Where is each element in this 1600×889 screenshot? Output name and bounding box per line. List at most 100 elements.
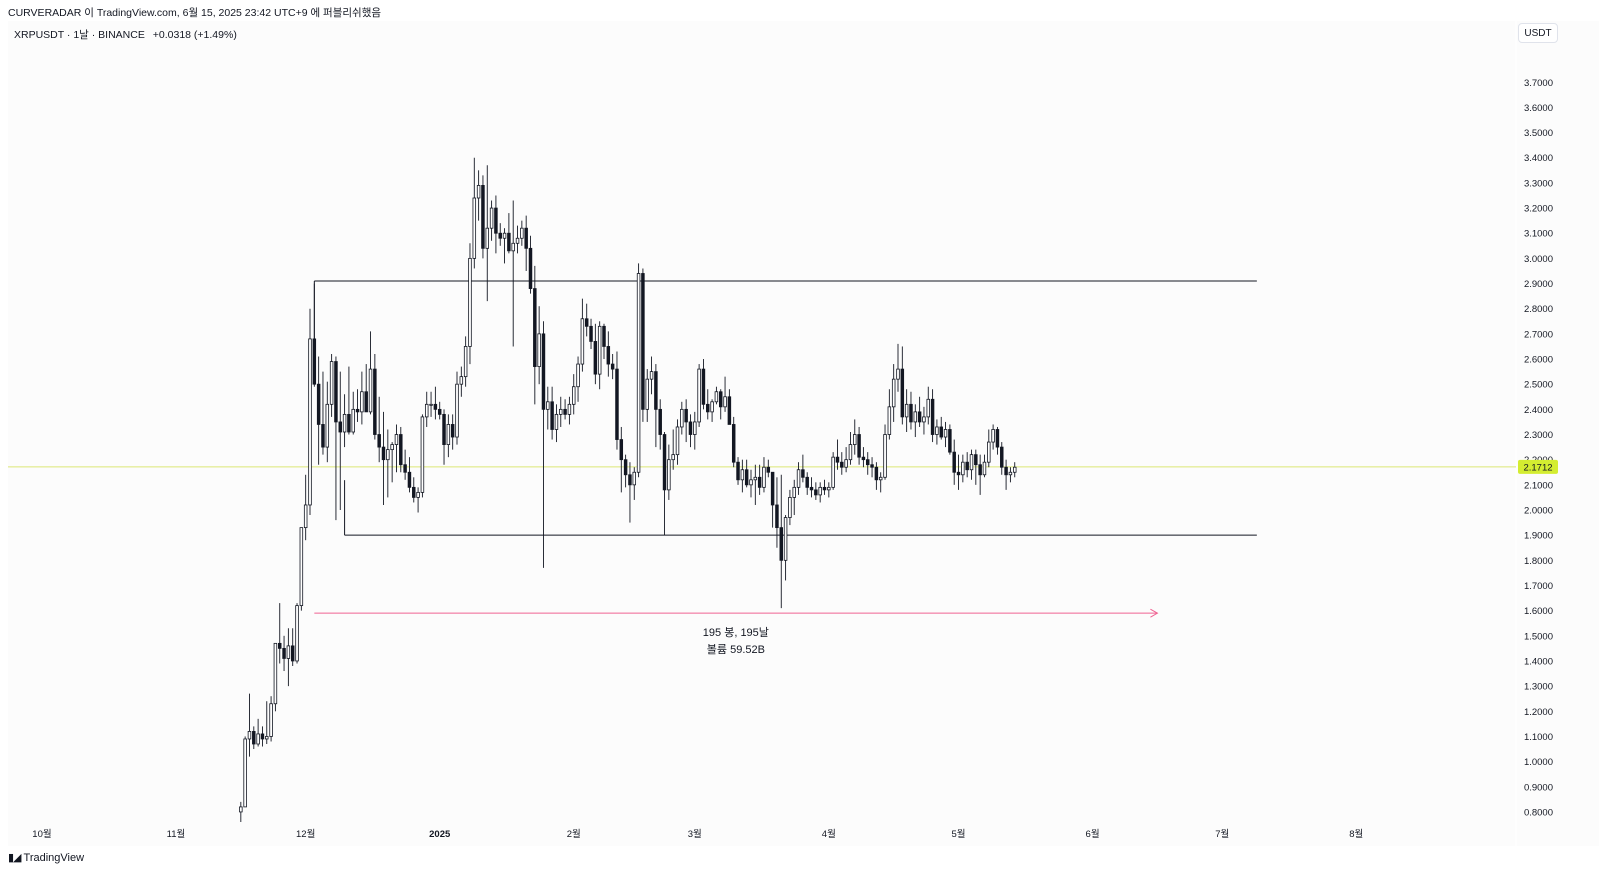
candle-body <box>654 371 658 410</box>
candle-body <box>277 642 282 649</box>
candle-body <box>442 413 446 445</box>
candle-body <box>1008 471 1013 476</box>
candle-body <box>853 434 857 445</box>
price-tick-label: 1.6000 <box>1524 606 1553 617</box>
price-tick-label: 3.6000 <box>1524 103 1553 114</box>
candle-body <box>991 429 995 443</box>
candle-body <box>412 486 416 498</box>
candle-body <box>360 391 364 413</box>
candle-body <box>831 456 835 488</box>
candle-body <box>649 371 654 380</box>
price-tick-label: 3.7000 <box>1524 78 1553 89</box>
chart-area[interactable]: 0.8000 0.9000 1.0000 1.1000 1.2000 1.3000 1.40… <box>8 21 1599 846</box>
candle-body <box>913 411 918 423</box>
candle-body <box>891 378 896 408</box>
candle-body <box>602 325 606 347</box>
candle-body <box>775 504 779 529</box>
candle-body <box>762 466 766 488</box>
candle-body <box>688 421 693 435</box>
currency-button[interactable]: USDT <box>1518 23 1558 43</box>
candle-body <box>662 434 667 491</box>
candle-body <box>559 408 563 415</box>
candle-body <box>507 232 511 252</box>
candle-body <box>731 424 736 463</box>
candle-body <box>576 363 580 388</box>
candle-body <box>321 424 325 448</box>
candle-body <box>550 401 554 430</box>
candle-body <box>615 368 619 440</box>
candle-body <box>978 464 982 476</box>
price-tick-label: 1.4000 <box>1524 656 1553 667</box>
candle-body <box>524 227 528 249</box>
candle-body <box>900 368 905 418</box>
candle-body <box>805 476 809 488</box>
candle-body <box>952 451 956 473</box>
price-tick-label: 1.3000 <box>1524 682 1553 693</box>
candle-body <box>433 403 438 410</box>
candle-body <box>974 454 978 466</box>
candle-body <box>610 363 615 370</box>
candle-body <box>571 386 576 405</box>
candle-body <box>472 197 477 259</box>
candle-body <box>641 273 645 410</box>
candle-body <box>312 338 317 385</box>
candle-body <box>260 733 265 740</box>
candle-body <box>930 398 935 435</box>
candle-body <box>299 527 304 607</box>
candle-body <box>407 471 412 488</box>
candle-body <box>541 333 546 410</box>
candle-body <box>718 391 723 408</box>
candle-body <box>342 413 347 433</box>
candle-body <box>282 647 286 659</box>
candle-body <box>537 333 541 367</box>
candle-body <box>701 368 706 405</box>
price-tick-label: 2.8000 <box>1524 304 1553 315</box>
candle-body <box>446 424 451 445</box>
candle-body <box>744 469 749 486</box>
time-tick-label: 5월 <box>952 828 966 840</box>
candle-body <box>965 461 969 471</box>
candle-body <box>628 474 632 486</box>
candle-body <box>757 476 762 488</box>
candle-body <box>671 454 675 461</box>
candle-body <box>636 273 641 473</box>
candle-body <box>420 416 425 493</box>
candle-body <box>498 232 502 239</box>
price-tick-label: 3.1000 <box>1524 229 1553 240</box>
candle-body <box>347 413 351 433</box>
candle-body <box>948 429 952 453</box>
time-tick-label: 11월 <box>167 828 186 840</box>
symbol-legend[interactable]: XRPUSDT · 1날 · BINANCE +0.0318 (+1.49%) <box>14 27 237 42</box>
candle-body <box>450 424 455 438</box>
candle-body <box>308 338 312 506</box>
price-tick-label: 2.3000 <box>1524 430 1553 441</box>
candle-body <box>835 456 840 463</box>
price-tick-label: 3.4000 <box>1524 153 1553 164</box>
time-tick-label: 7월 <box>1215 828 1229 840</box>
candlestick-chart[interactable]: 0.8000 0.9000 1.0000 1.1000 1.2000 1.3000 1.40… <box>8 21 1599 846</box>
candle-body <box>364 391 368 413</box>
measure-arrowhead <box>1150 608 1159 618</box>
brand-footer: ▮◢ TradingView <box>8 851 84 865</box>
candle-body <box>736 461 740 481</box>
time-tick-label: 10월 <box>32 828 51 840</box>
candle-body <box>494 207 498 234</box>
candle-body <box>269 703 273 737</box>
symbol-title: XRPUSDT · 1날 · BINANCE <box>14 29 145 41</box>
candle-body <box>334 361 338 423</box>
candle-body <box>883 434 887 478</box>
candle-body <box>377 434 381 448</box>
price-tick-label: 2.6000 <box>1524 355 1553 366</box>
time-tick-label: 2월 <box>567 828 581 840</box>
candle-body <box>455 383 459 438</box>
candle-body <box>874 466 879 481</box>
candle-body <box>286 645 291 659</box>
candle-body <box>714 391 719 403</box>
candle-body <box>779 527 784 561</box>
candle-body <box>878 476 883 481</box>
price-tick-label: 1.8000 <box>1524 556 1553 567</box>
candle-body <box>740 469 745 481</box>
candle-body <box>329 361 334 405</box>
candle-body <box>468 257 472 347</box>
candle-body <box>870 464 874 468</box>
